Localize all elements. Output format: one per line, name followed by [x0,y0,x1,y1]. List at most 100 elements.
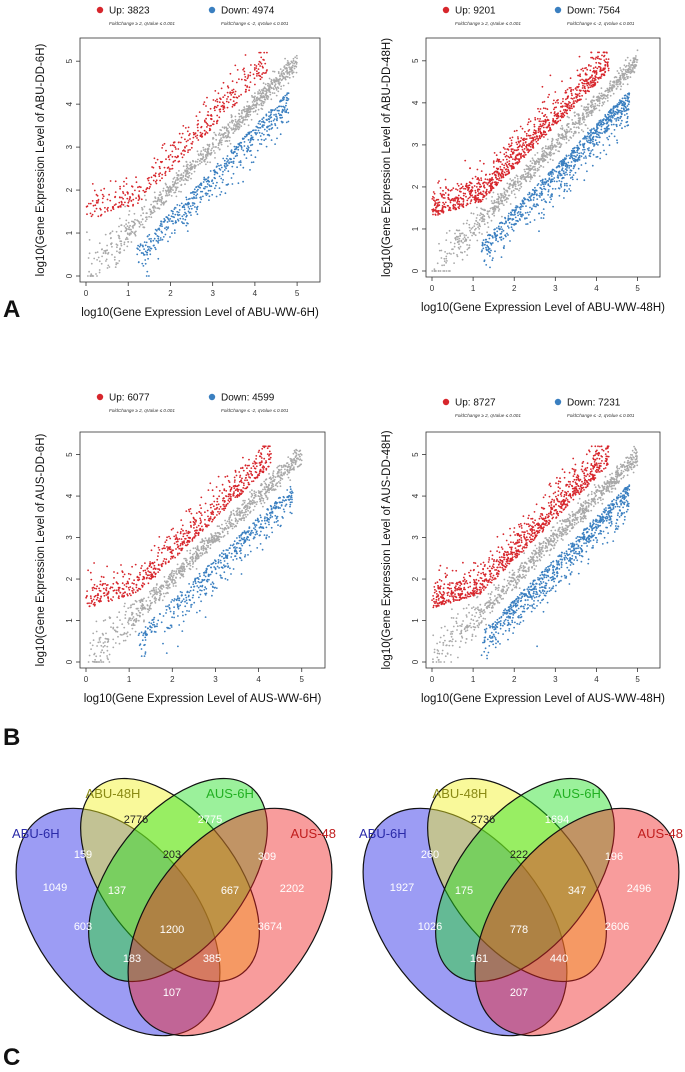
venn-region-bc: 203 [163,849,181,861]
scatter-plot-4: 0 1 2 3 4 5 0 1 2 3 4 5 log10(Gene Expression Level … [381,398,665,706]
scatter-plot-2: 0 1 2 3 4 5 0 1 2 3 4 5 log10(Gene Expression Level … [381,6,665,315]
scatter-plot-1: 0 1 2 3 4 5 0 1 2 3 4 5 log10(Gene Expression Level … [35,6,321,319]
x-tick-label: 1 [471,675,476,684]
y-tick-label: 5 [411,452,420,457]
venn-region-bcd: 667 [221,885,239,897]
venn-set-4 [474,807,680,1037]
x-tick-label: 3 [553,284,558,293]
y-tick-label: 2 [411,184,420,189]
x-tick-label: 0 [430,675,435,684]
venn-set-3 [435,777,615,983]
x-tick-label: 1 [471,284,476,293]
y-tick-label: 4 [411,493,420,498]
venn-region-abcd: 778 [510,924,528,936]
legend-down-marker [208,393,216,401]
legend-down-marker [208,6,216,14]
y-tick-label: 4 [65,101,74,106]
legend-up-label: Up: 8727 [455,398,496,409]
data-points [431,49,639,272]
x-tick-label: 3 [213,675,218,684]
legend-down-marker [554,398,562,406]
x-tick-label: 4 [256,675,261,684]
venn-region-acd: 161 [470,953,488,965]
y-tick-label: 0 [411,268,420,273]
venn-region-bd: 3674 [258,921,282,933]
legend-up-note: FoldChange ≥ 2, qValue ≤ 0.001 [109,21,175,26]
plot-frame [425,431,661,669]
panel-label-a: A [3,296,21,323]
x-tick-label: 5 [635,675,640,684]
y-tick-label: 5 [411,58,420,63]
y-axis-label: log10(Gene Expression Level of ABU-DD-48… [381,38,393,277]
y-tick-label: 3 [65,535,74,540]
venn-region-a_only: 1049 [43,882,67,894]
x-tick-label: 2 [170,675,175,684]
venn-set-2 [427,777,607,983]
legend-up-marker [442,398,450,406]
y-tick-label: 0 [65,659,74,664]
y-tick-label: 1 [65,618,74,623]
x-axis-label: log10(Gene Expression Level of ABU-WW-48… [421,302,665,314]
legend-down-note: FoldChange ≤ -2, qValue ≤ 0.001 [221,408,289,413]
venn-set-label: AUS-6H [553,786,601,801]
y-tick-label: 4 [411,100,420,105]
y-tick-label: 5 [65,58,74,63]
venn-region-cd: 309 [258,851,276,863]
venn-region-cd: 196 [605,851,623,863]
y-tick-label: 2 [65,187,74,192]
venn-region-ab: 260 [421,849,439,861]
y-axis-label: log10(Gene Expression Level of AUS-DD-6H… [35,434,47,667]
y-tick-label: 3 [411,535,420,540]
venn-region-d_only: 2202 [280,883,304,895]
x-tick-label: 3 [210,289,215,298]
venn-region-ac: 1026 [418,921,442,933]
x-tick-label: 0 [430,284,435,293]
venn-region-abc: 137 [108,885,126,897]
y-tick-label: 2 [411,576,420,581]
venn-region-acd: 183 [123,953,141,965]
y-tick-label: 5 [65,452,74,457]
venn-region-bd: 2606 [605,921,629,933]
legend-up-marker [96,6,104,14]
venn-region-ab: 159 [74,849,92,861]
plot-frame [79,37,321,283]
venn-region-abcd: 1200 [160,924,184,936]
x-tick-label: 2 [168,289,173,298]
panel-label-b: B [3,724,21,751]
legend-up-label: Up: 6077 [109,393,150,404]
y-tick-label: 1 [411,226,420,231]
venn-region-d_only: 2496 [627,883,651,895]
scatter-plot-3: 0 1 2 3 4 5 0 1 2 3 4 5 log10(Gene Expression Level … [35,393,326,705]
venn-set-1 [362,807,568,1037]
legend-down-note: FoldChange ≤ -2, qValue ≤ 0.001 [567,21,635,26]
y-tick-label: 2 [65,576,74,581]
x-axis-label: log10(Gene Expression Level of AUS-WW-6H… [84,693,322,705]
venn-set-label: ABU-48H [86,786,141,801]
venn-set-label: AUS-48 [637,826,683,841]
panel-label-c: C [3,1044,21,1071]
venn-set-label: AUS-48 [290,826,336,841]
venn-set-label: ABU-48H [433,786,488,801]
venn-region-a_only: 1927 [390,882,414,894]
venn-set-label: ABU-6H [12,826,60,841]
x-axis-label: log10(Gene Expression Level of AUS-WW-48… [421,693,665,705]
venn-set-2 [80,777,260,983]
x-tick-label: 2 [512,284,517,293]
x-tick-label: 1 [126,289,131,298]
y-tick-label: 1 [411,618,420,623]
y-tick-label: 4 [65,493,74,498]
legend-up-marker [442,6,450,14]
venn-region-bc: 222 [510,849,528,861]
x-tick-label: 5 [300,675,305,684]
venn-region-ac: 603 [74,921,92,933]
x-tick-label: 5 [295,289,300,298]
legend-up-label: Up: 3823 [109,6,150,17]
legend-up-note: FoldChange ≥ 2, qValue ≤ 0.001 [109,408,175,413]
venn-set-4 [127,807,333,1037]
venn-set-label: AUS-6H [206,786,254,801]
y-axis-label: log10(Gene Expression Level of ABU-DD-6H… [35,44,47,277]
legend-up-note: FoldChange ≥ 2, qValue ≤ 0.001 [455,413,521,418]
y-tick-label: 3 [411,142,420,147]
venn-set-1 [15,807,221,1037]
